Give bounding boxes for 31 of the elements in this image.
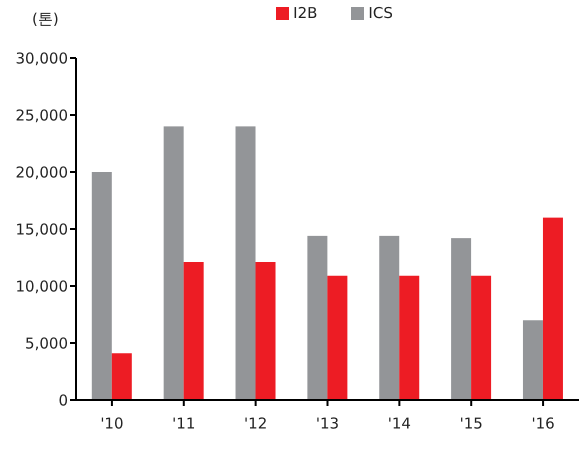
bar	[236, 126, 256, 400]
y-tick-label: 30,000	[16, 49, 68, 68]
legend-label: I2B	[293, 4, 318, 22]
bar	[112, 353, 132, 400]
x-tick-label: '12	[244, 414, 268, 433]
bar	[307, 236, 328, 400]
bar	[184, 262, 204, 400]
y-tick-label: 25,000	[16, 106, 68, 124]
bar	[379, 236, 400, 400]
x-tick-label: '16	[531, 414, 555, 433]
y-axis-title: (톤)	[32, 10, 59, 29]
bar	[522, 320, 543, 400]
y-tick-label: 20,000	[16, 163, 68, 182]
x-tick-label: '13	[316, 414, 340, 433]
bar	[399, 276, 420, 400]
legend-label: ICS	[368, 4, 393, 22]
bar	[327, 276, 348, 400]
x-tick-label: '10	[100, 414, 124, 433]
x-tick-label: '11	[172, 414, 196, 433]
y-tick-label: 5,000	[25, 334, 68, 352]
bar	[256, 262, 276, 400]
x-tick-label: '15	[460, 414, 483, 433]
x-tick-label: '14	[388, 414, 411, 433]
bar	[451, 238, 472, 400]
y-tick-label: 10,000	[16, 277, 68, 296]
bar	[542, 218, 563, 400]
y-tick-label: 15,000	[16, 220, 68, 238]
bar	[164, 126, 184, 400]
bar	[92, 172, 112, 400]
y-tick-label: 0	[58, 391, 68, 410]
bar	[471, 276, 492, 400]
